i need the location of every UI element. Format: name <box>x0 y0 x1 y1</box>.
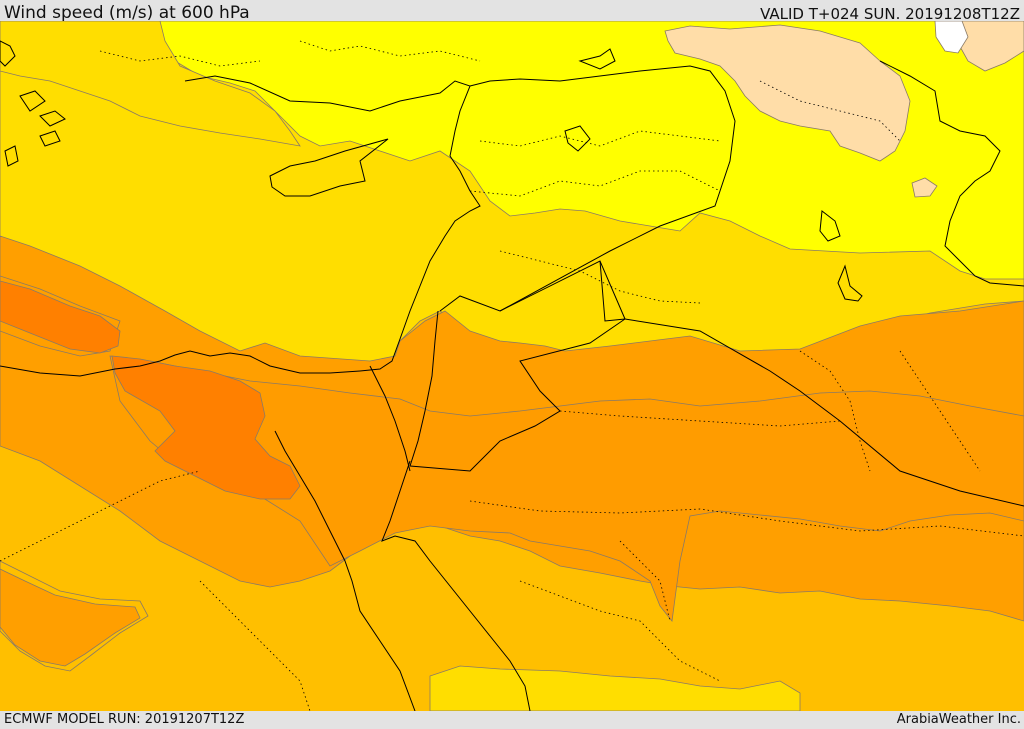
brand-credit: ArabiaWeather Inc. <box>896 712 1021 727</box>
valid-time: VALID T+024 SUN. 20191208T12Z <box>760 5 1020 23</box>
model-run: ECMWF MODEL RUN: 20191207T12Z <box>4 712 245 727</box>
wind-band-orange-main <box>109 355 1024 622</box>
wind-patch-orange-sw <box>0 568 141 667</box>
wind-patch-white-ne <box>934 21 969 54</box>
wind-band-gold-south <box>429 665 801 711</box>
map-title: Wind speed (m/s) at 600 hPa <box>4 3 250 23</box>
wind-core-dark-west <box>0 280 121 354</box>
footer-bar <box>0 711 1024 729</box>
wind-speed-map[interactable] <box>0 21 1024 711</box>
country-borders <box>0 40 1024 711</box>
wind-core-dark-sinai <box>111 355 301 500</box>
wind-patch-gold-north <box>0 21 301 147</box>
province-boundaries <box>0 40 1024 711</box>
wind-band-peach <box>664 24 911 162</box>
wind-patch-peach-east <box>911 177 938 198</box>
header-bar <box>0 0 1024 21</box>
